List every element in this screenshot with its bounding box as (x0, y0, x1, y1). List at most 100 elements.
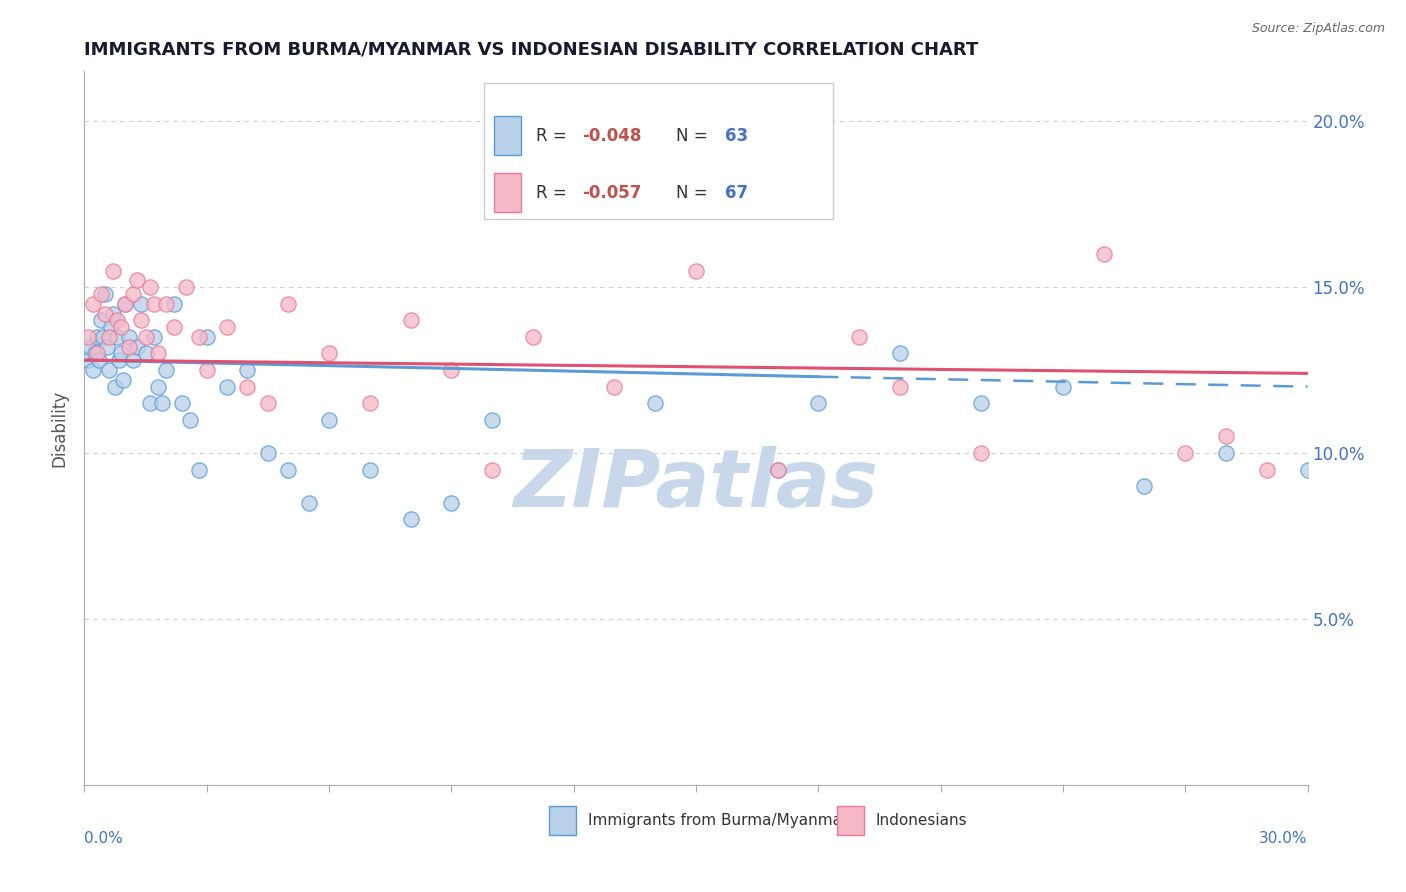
Point (440, 496, 463, 510)
Point (1092, 247, 1115, 261)
Point (118, 340, 141, 354)
Point (481, 413, 503, 427)
Text: -0.057: -0.057 (582, 184, 641, 202)
FancyBboxPatch shape (550, 806, 576, 835)
Point (970, 446, 993, 460)
Point (522, 330, 544, 344)
Point (318, 413, 340, 427)
Point (142, 296, 165, 310)
Point (77, 330, 100, 344)
Text: N =: N = (676, 127, 713, 145)
FancyBboxPatch shape (484, 84, 832, 219)
Point (195, 363, 218, 377)
Point (105, 313, 128, 327)
Point (277, 296, 299, 310)
Point (187, 463, 209, 477)
Point (277, 463, 299, 477)
Point (298, 496, 321, 510)
Point (359, 396, 381, 410)
Point (127, 340, 149, 354)
Point (105, 330, 128, 344)
Point (236, 363, 259, 377)
Point (101, 307, 124, 321)
Text: 63: 63 (725, 127, 748, 145)
Point (603, 379, 626, 393)
Point (82, 363, 104, 377)
Point (135, 346, 157, 360)
Point (90, 286, 112, 301)
Point (1296, 463, 1319, 477)
Point (86, 346, 108, 360)
Point (108, 353, 131, 368)
Point (1215, 429, 1237, 443)
Point (97, 330, 120, 344)
Text: R =: R = (536, 184, 572, 202)
Point (110, 320, 132, 334)
Point (112, 373, 135, 387)
Point (807, 396, 830, 410)
Text: N =: N = (676, 184, 713, 202)
Point (685, 263, 707, 277)
Point (122, 353, 145, 368)
Point (104, 379, 127, 393)
Point (83, 346, 105, 360)
Point (187, 330, 209, 344)
Point (318, 346, 340, 360)
Point (127, 273, 149, 287)
Point (100, 320, 122, 334)
Point (101, 263, 124, 277)
Point (163, 296, 186, 310)
Point (399, 313, 422, 327)
Point (155, 363, 177, 377)
Point (440, 363, 463, 377)
Point (481, 463, 503, 477)
Point (79, 340, 101, 354)
Point (91, 330, 114, 344)
Text: 0.0%: 0.0% (84, 831, 124, 847)
Point (195, 330, 218, 344)
Point (217, 320, 239, 334)
FancyBboxPatch shape (494, 173, 522, 212)
Point (86, 330, 108, 344)
Point (163, 320, 186, 334)
Point (135, 330, 157, 344)
Point (122, 286, 145, 301)
Point (889, 346, 911, 360)
Point (1215, 446, 1237, 460)
Point (142, 330, 165, 344)
Point (131, 296, 153, 310)
Point (118, 330, 141, 344)
Point (236, 379, 259, 393)
Point (82, 296, 104, 310)
Point (970, 396, 993, 410)
Point (848, 330, 870, 344)
Point (1174, 446, 1197, 460)
Point (257, 446, 280, 460)
Point (97, 363, 120, 377)
Point (96, 340, 118, 354)
Text: 30.0%: 30.0% (1260, 831, 1308, 847)
Text: 67: 67 (725, 184, 748, 202)
Point (1052, 379, 1074, 393)
Point (217, 379, 239, 393)
Point (138, 396, 160, 410)
Point (257, 396, 280, 410)
Text: -0.048: -0.048 (582, 127, 641, 145)
Text: IMMIGRANTS FROM BURMA/MYANMAR VS INDONESIAN DISABILITY CORRELATION CHART: IMMIGRANTS FROM BURMA/MYANMAR VS INDONES… (84, 41, 979, 59)
Point (1256, 463, 1278, 477)
Point (114, 296, 136, 310)
Point (644, 396, 666, 410)
Point (93, 307, 115, 321)
Point (87, 353, 110, 368)
FancyBboxPatch shape (837, 806, 863, 835)
Point (146, 379, 169, 393)
Point (110, 346, 132, 360)
Point (114, 296, 136, 310)
Y-axis label: Disability: Disability (51, 390, 69, 467)
Point (146, 346, 169, 360)
Point (766, 463, 789, 477)
Text: ZIPatlas: ZIPatlas (513, 446, 879, 524)
Point (77, 353, 100, 368)
Point (1133, 479, 1156, 493)
Text: Source: ZipAtlas.com: Source: ZipAtlas.com (1251, 22, 1385, 36)
